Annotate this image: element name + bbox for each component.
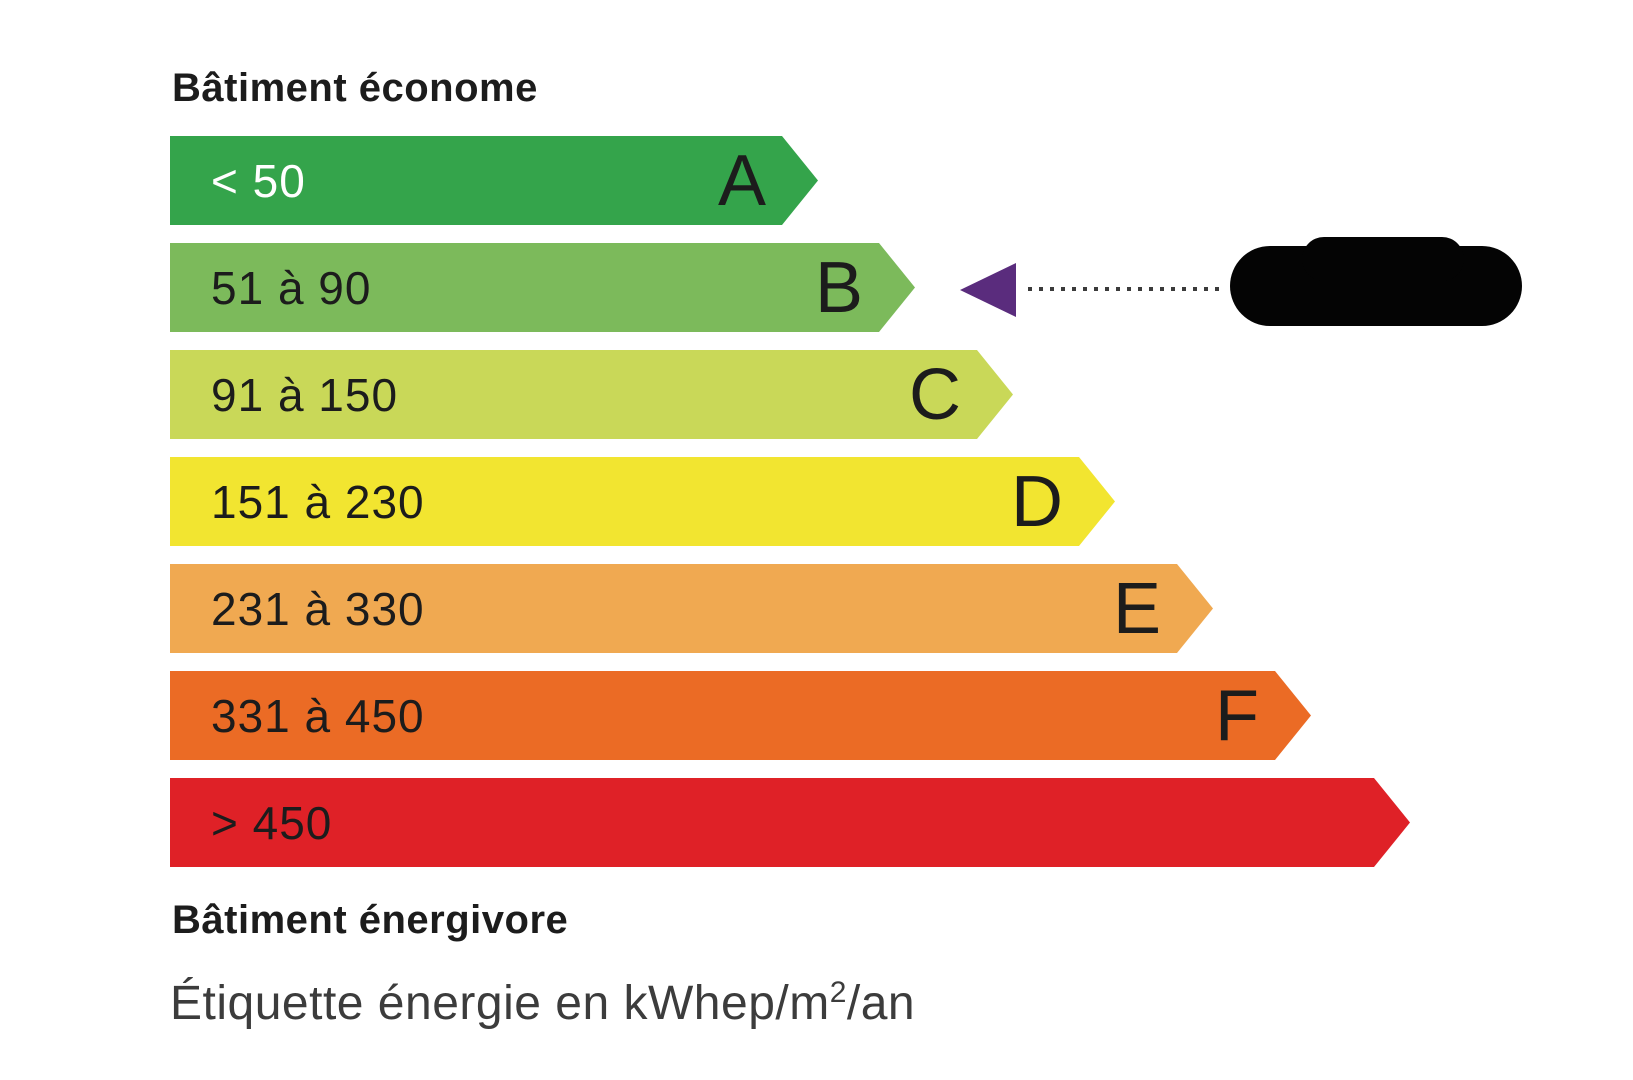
energy-class-row: 91 à 150 C [170, 350, 1470, 439]
caption-text-post: /an [846, 977, 916, 1030]
energy-bar: 151 à 230 D [170, 457, 1115, 546]
chart-caption: Étiquette énergie en kWhep/m2/an [170, 976, 915, 1031]
energy-bar-letter: D [1011, 461, 1063, 542]
energy-bar-range: 151 à 230 [211, 475, 425, 528]
energy-bar: < 50 A [170, 136, 818, 225]
dotted-leader-line [1028, 287, 1225, 291]
energy-bar-letter: A [717, 140, 766, 221]
energy-class-row: 231 à 330 E [170, 564, 1470, 653]
energy-class-row: 51 à 90 B [170, 243, 1470, 332]
energy-class-row: > 450 [170, 778, 1470, 867]
energy-bar-range: > 450 [211, 796, 333, 849]
energy-bar: 51 à 90 B [170, 243, 915, 332]
energy-bar: > 450 [170, 778, 1410, 867]
energy-bar-range: < 50 [211, 154, 306, 207]
indicator-arrow-icon [960, 263, 1016, 317]
energy-class-row: 151 à 230 D [170, 457, 1470, 546]
energy-bar: 91 à 150 C [170, 350, 1013, 439]
redacted-value-scribble-bump [1302, 237, 1464, 281]
energy-bar-range: 51 à 90 [211, 261, 372, 314]
energy-bar-range: 91 à 150 [211, 368, 399, 421]
scale-bottom-label: Bâtiment énergivore [172, 898, 569, 942]
scale-top-label: Bâtiment économe [172, 66, 538, 110]
energy-class-row: < 50 A [170, 136, 1470, 225]
energy-bar-letter: B [814, 247, 863, 328]
energy-bar-letter: C [909, 354, 961, 435]
caption-superscript: 2 [829, 976, 847, 1009]
energy-bar: 331 à 450 F [170, 671, 1311, 760]
energy-bar: 231 à 330 E [170, 564, 1213, 653]
energy-bar-letter: E [1112, 568, 1161, 649]
energy-class-row: 331 à 450 F [170, 671, 1470, 760]
caption-text-pre: Étiquette énergie en kWhep/m [170, 977, 830, 1030]
energy-bar-range: 231 à 330 [211, 582, 425, 635]
energy-bar-range: 331 à 450 [211, 689, 425, 742]
energy-bar-letter: F [1215, 675, 1259, 756]
